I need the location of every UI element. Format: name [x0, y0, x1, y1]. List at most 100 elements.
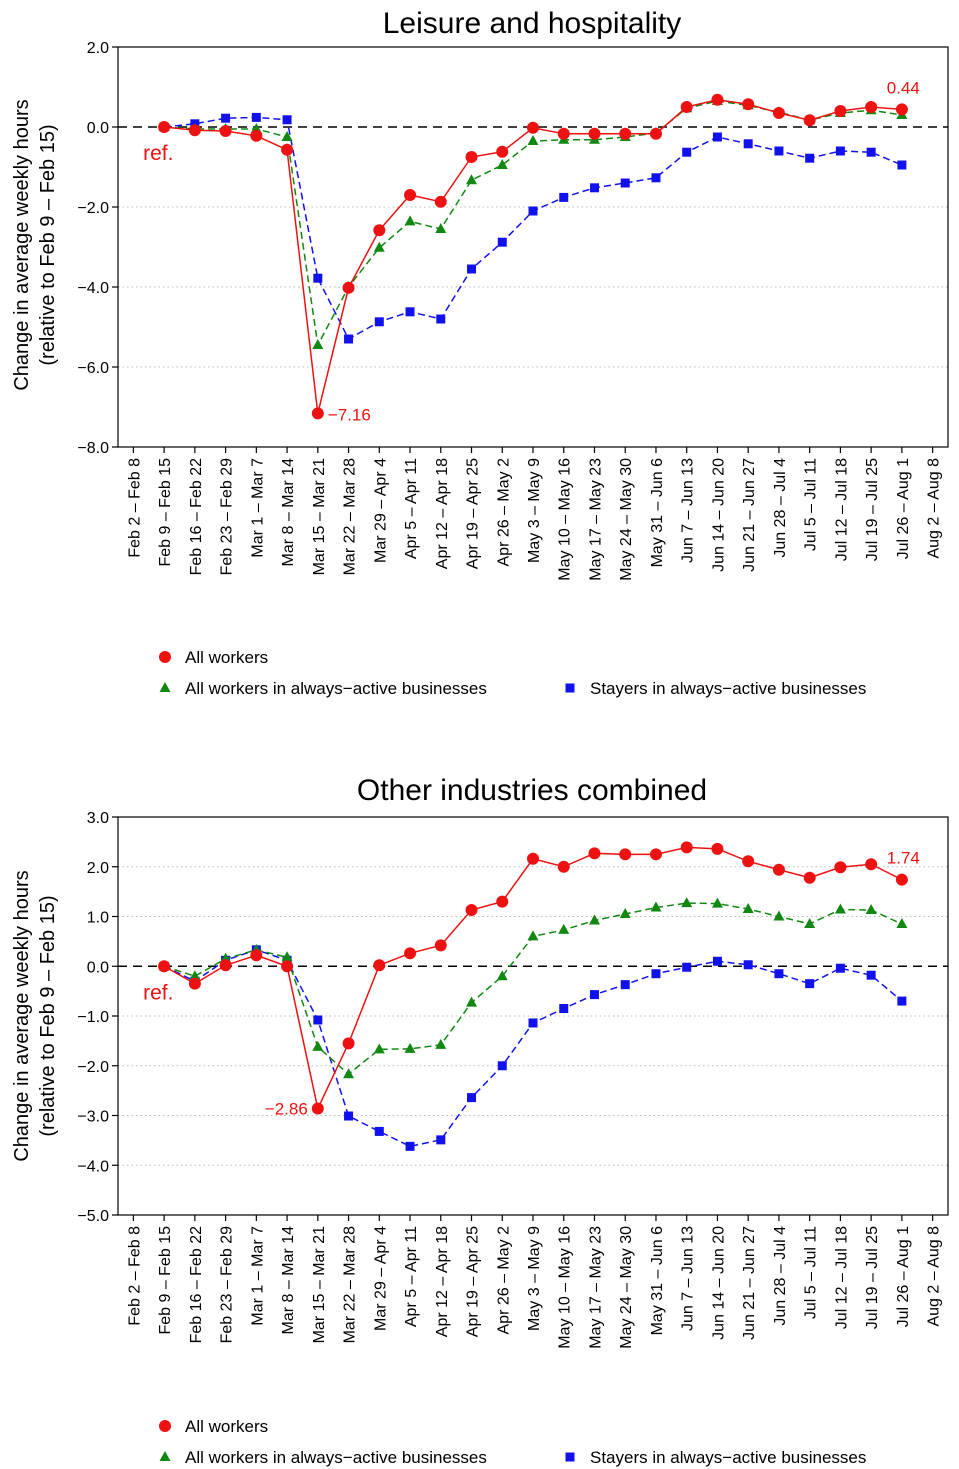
- y-axis-label-sub: (relative to Feb 9 – Feb 15): [37, 895, 59, 1136]
- data-point: [711, 897, 723, 908]
- legend-marker: [159, 1451, 171, 1461]
- data-point: [805, 153, 815, 163]
- data-point: [434, 195, 447, 208]
- x-tick-label: Feb 23 – Feb 29: [219, 458, 236, 576]
- x-tick-label: Mar 29 – Apr 4: [372, 458, 389, 563]
- data-point: [188, 977, 201, 990]
- data-point: [404, 215, 416, 226]
- legend-label: Stayers in always−active businesses: [590, 679, 866, 698]
- y-axis-label-sub: (relative to Feb 9 – Feb 15): [37, 124, 59, 365]
- data-point: [527, 135, 539, 145]
- data-point: [373, 959, 386, 972]
- x-tick-label: Apr 19 – Apr 25: [465, 458, 482, 569]
- y-tick-label: −2.0: [77, 200, 109, 217]
- data-point: [313, 1015, 323, 1025]
- data-point: [527, 852, 539, 865]
- data-point: [281, 143, 294, 156]
- data-point: [435, 1038, 447, 1049]
- y-tick-label: −1.0: [77, 1009, 109, 1026]
- data-point: [774, 146, 784, 156]
- y-tick-label: 2.0: [87, 40, 109, 57]
- data-point: [865, 858, 878, 871]
- data-point: [557, 127, 570, 140]
- data-label: −7.16: [328, 405, 371, 424]
- data-point: [743, 960, 753, 970]
- data-point: [436, 314, 446, 324]
- data-point: [711, 842, 724, 855]
- data-point: [619, 848, 632, 861]
- x-tick-label: Jun 28 – Jul 4: [772, 458, 789, 558]
- legend-label: All workers: [185, 1417, 268, 1436]
- legend-label: Stayers in always−active businesses: [590, 1448, 866, 1467]
- x-tick-label: May 31 – Jun 6: [649, 458, 666, 568]
- y-tick-label: 0.0: [87, 120, 109, 137]
- x-tick-label: Feb 16 – Feb 22: [188, 1226, 205, 1344]
- data-point: [589, 990, 599, 1000]
- data-point: [805, 979, 815, 989]
- data-point: [281, 951, 293, 962]
- data-point: [404, 189, 417, 201]
- data-point: [497, 237, 507, 247]
- data-point: [834, 861, 847, 874]
- x-tick-label: Jul 12 – Jul 18: [833, 458, 850, 561]
- legend: All workers All workers in always−active …: [159, 648, 866, 698]
- data-point: [772, 863, 785, 876]
- legend-label: All workers: [185, 648, 268, 667]
- data-point: [404, 1042, 416, 1053]
- x-tick-label: Apr 12 – Apr 18: [434, 1226, 451, 1337]
- data-point: [404, 947, 417, 960]
- x-tick-label: Jul 12 – Jul 18: [833, 1226, 850, 1329]
- data-point: [343, 1068, 355, 1079]
- x-tick-label: Feb 23 – Feb 29: [219, 1226, 236, 1344]
- data-point: [895, 103, 908, 116]
- data-point: [373, 1043, 385, 1054]
- x-tick-label: Feb 16 – Feb 22: [188, 458, 205, 576]
- data-point: [559, 192, 569, 202]
- x-tick-label: Jun 14 – Jun 20: [710, 1226, 727, 1340]
- data-point: [711, 93, 724, 106]
- y-axis-label: Change in average weekly hours: [11, 99, 33, 390]
- x-tick-label: Feb 9 – Feb 15: [157, 1226, 174, 1335]
- y-tick-label: −5.0: [77, 1208, 109, 1225]
- data-point: [773, 910, 785, 921]
- data-point: [342, 1037, 355, 1050]
- x-tick-label: Jul 5 – Jul 11: [803, 1226, 820, 1319]
- data-point: [312, 339, 324, 349]
- x-tick-label: Apr 5 – Apr 11: [403, 458, 420, 559]
- data-point: [219, 959, 232, 972]
- data-label: 1.74: [887, 849, 920, 868]
- x-tick-label: Mar 8 – Mar 14: [280, 1226, 297, 1335]
- series-line: [164, 116, 903, 341]
- data-point: [649, 127, 662, 140]
- x-tick-label: Feb 9 – Feb 15: [157, 458, 174, 567]
- legend: All workers All workers in always−active …: [159, 1417, 866, 1467]
- data-point: [342, 281, 355, 294]
- data-point: [405, 307, 415, 317]
- legend-label: All workers in always−active businesses: [185, 1448, 487, 1467]
- data-point: [281, 960, 294, 973]
- y-tick-label: −4.0: [77, 1158, 109, 1175]
- data-point: [712, 132, 722, 142]
- data-point: [772, 107, 785, 119]
- data-point: [496, 159, 508, 169]
- data-point: [435, 223, 447, 233]
- legend-marker: [159, 1420, 171, 1432]
- data-point: [188, 124, 201, 137]
- series-line: [163, 902, 903, 1076]
- data-point: [681, 897, 693, 908]
- data-point: [835, 146, 845, 156]
- data-point: [620, 980, 630, 990]
- data-point: [682, 147, 692, 157]
- panel-leisure-and-hospitality: Leisure and hospitality Change in averag…: [11, 7, 949, 698]
- legend-marker: [565, 683, 575, 693]
- data-point: [834, 903, 846, 914]
- x-tick-label: Mar 1 – Mar 7: [249, 458, 266, 558]
- x-tick-label: Aug 2 – Aug 8: [926, 1226, 943, 1327]
- data-label: 0.44: [887, 78, 920, 97]
- x-tick-label: Mar 22 – Mar 28: [342, 458, 359, 575]
- data-point: [528, 206, 538, 216]
- data-point: [311, 407, 324, 420]
- legend-marker: [159, 651, 171, 663]
- data-point: [434, 939, 447, 952]
- data-point: [865, 101, 878, 113]
